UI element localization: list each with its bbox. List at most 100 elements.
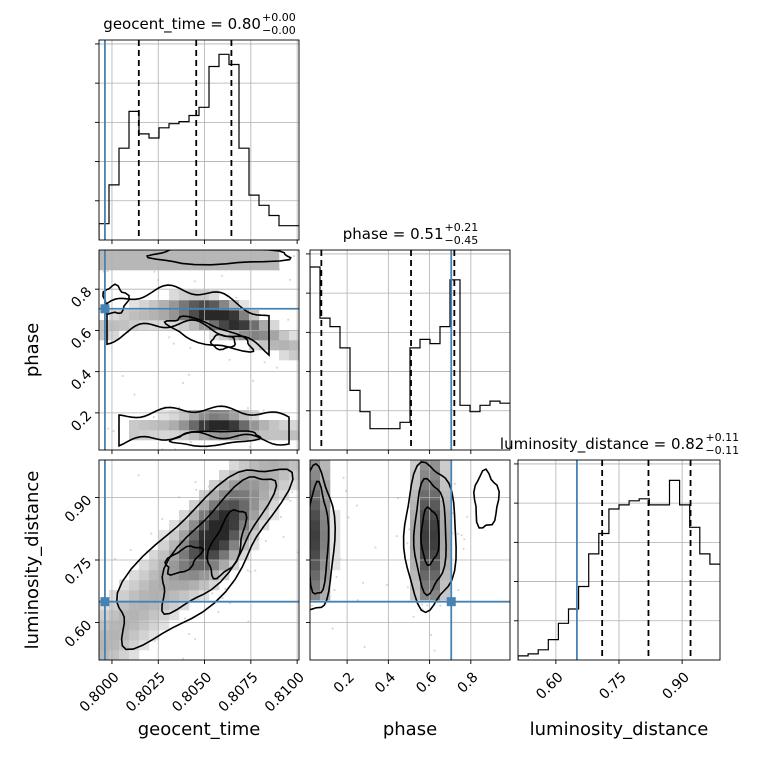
sample-point (426, 604, 429, 607)
density-cell (219, 490, 230, 501)
density-cell (219, 410, 230, 421)
density-cell (430, 480, 441, 491)
sample-point (246, 569, 249, 572)
density-cell (249, 320, 260, 331)
grid-1-2 (310, 460, 510, 660)
density-cell (169, 310, 180, 321)
histogram-layer (99, 40, 720, 660)
density-cell (269, 420, 280, 431)
density-cell (129, 420, 140, 431)
sample-point (213, 451, 215, 453)
x-tick-label: 0.4 (372, 669, 399, 696)
density-cell (420, 540, 431, 551)
density-cell (279, 490, 290, 501)
density-cell (330, 560, 341, 571)
sample-point (355, 504, 359, 507)
density-cell (109, 320, 120, 331)
density-cell (189, 520, 200, 531)
density-cell (430, 510, 441, 521)
density-cell (119, 640, 130, 651)
density-cell (209, 320, 220, 331)
sample-point (310, 604, 314, 607)
density-cell (189, 300, 200, 311)
x-tick-label: 0.8050 (169, 669, 215, 715)
density-cell (430, 500, 441, 511)
density-cell (159, 530, 170, 541)
density-cell (209, 430, 220, 441)
sample-point (457, 532, 460, 536)
density-cell (239, 550, 250, 561)
panel-frame (98, 39, 300, 241)
sample-point (152, 416, 155, 419)
density-cell (420, 580, 431, 591)
density-cell (279, 420, 290, 431)
density-cell (320, 510, 331, 521)
x-axis-label-geocent_time: geocent_time (138, 719, 261, 740)
density-cell (269, 430, 280, 441)
density-cell (269, 480, 280, 491)
density-cell (229, 530, 240, 541)
density-cell (219, 550, 230, 561)
sample-point (221, 597, 224, 600)
sample-point (361, 581, 365, 585)
density-cell (159, 250, 170, 261)
density-cell (179, 310, 190, 321)
histogram-phase (310, 250, 510, 450)
density-cell (420, 480, 431, 491)
density-cell (239, 480, 250, 491)
sample-point (462, 547, 465, 550)
density-cell (219, 530, 230, 541)
density-cell (199, 250, 210, 261)
density-cell (410, 540, 421, 551)
contour-line (163, 545, 205, 576)
density-cell (440, 480, 451, 491)
density-cell (119, 260, 130, 271)
density-cell (159, 540, 170, 551)
density-cell (330, 550, 341, 561)
density-cell (320, 460, 331, 471)
truth-marker (100, 304, 110, 314)
x-tick-label: 0.6 (413, 669, 440, 696)
sample-point (168, 336, 171, 339)
density-cell (420, 570, 431, 581)
density-cell (139, 610, 150, 621)
grid-0-1 (99, 250, 299, 450)
density-cell (310, 530, 321, 541)
y-tick-label: 0.6 (68, 325, 95, 352)
density-cell (440, 490, 451, 501)
sample-point (440, 456, 442, 458)
density-cell (119, 250, 130, 261)
grid-layer (99, 40, 720, 660)
density-cell (209, 290, 220, 301)
density-cell (189, 410, 200, 421)
density-cell (209, 330, 220, 341)
sample-point (347, 516, 350, 519)
density-cell (259, 420, 270, 431)
contour-layer (102, 250, 501, 651)
x-tick-label: 0.8 (455, 669, 482, 696)
density-cell (269, 320, 280, 331)
y-axis-label-luminosity_distance: luminosity_distance (22, 471, 43, 650)
density-cell (310, 560, 321, 571)
contours-geocent-phase (102, 250, 292, 448)
density-cell (129, 650, 140, 660)
density-cell (249, 260, 260, 271)
density-cell (249, 480, 260, 491)
density-cell (199, 500, 210, 511)
x-tick-label: 0.8100 (262, 669, 308, 715)
histogram-geocent_time (99, 40, 299, 240)
density-cell (410, 460, 421, 471)
density-cell (139, 430, 150, 441)
sample-point (252, 379, 255, 382)
density-cell (159, 420, 170, 431)
density-cell (169, 520, 180, 531)
sample-point (331, 456, 333, 458)
density-cell (129, 310, 140, 321)
contour-line (412, 477, 447, 597)
density-cell (129, 300, 140, 311)
density-cell (149, 300, 160, 311)
panel-frame (309, 249, 511, 451)
grid-0-0 (99, 40, 299, 240)
sample-point (282, 535, 285, 539)
sample-point (193, 280, 196, 283)
